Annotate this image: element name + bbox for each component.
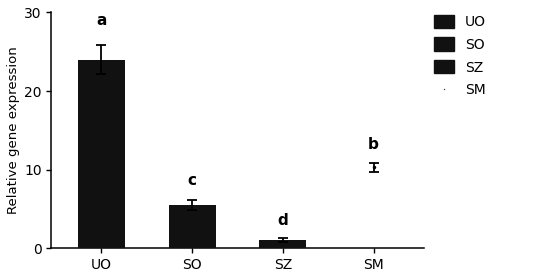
Text: b: b [368, 137, 379, 151]
Bar [168, 205, 216, 248]
Bar [259, 240, 306, 248]
Text: c: c [188, 173, 196, 188]
Bar [78, 60, 125, 248]
Legend: UO, SO, SZ, SM: UO, SO, SZ, SM [434, 15, 486, 97]
Text: a: a [96, 13, 107, 28]
Y-axis label: Relative gene expression: Relative gene expression [7, 47, 20, 214]
Text: d: d [278, 213, 288, 228]
